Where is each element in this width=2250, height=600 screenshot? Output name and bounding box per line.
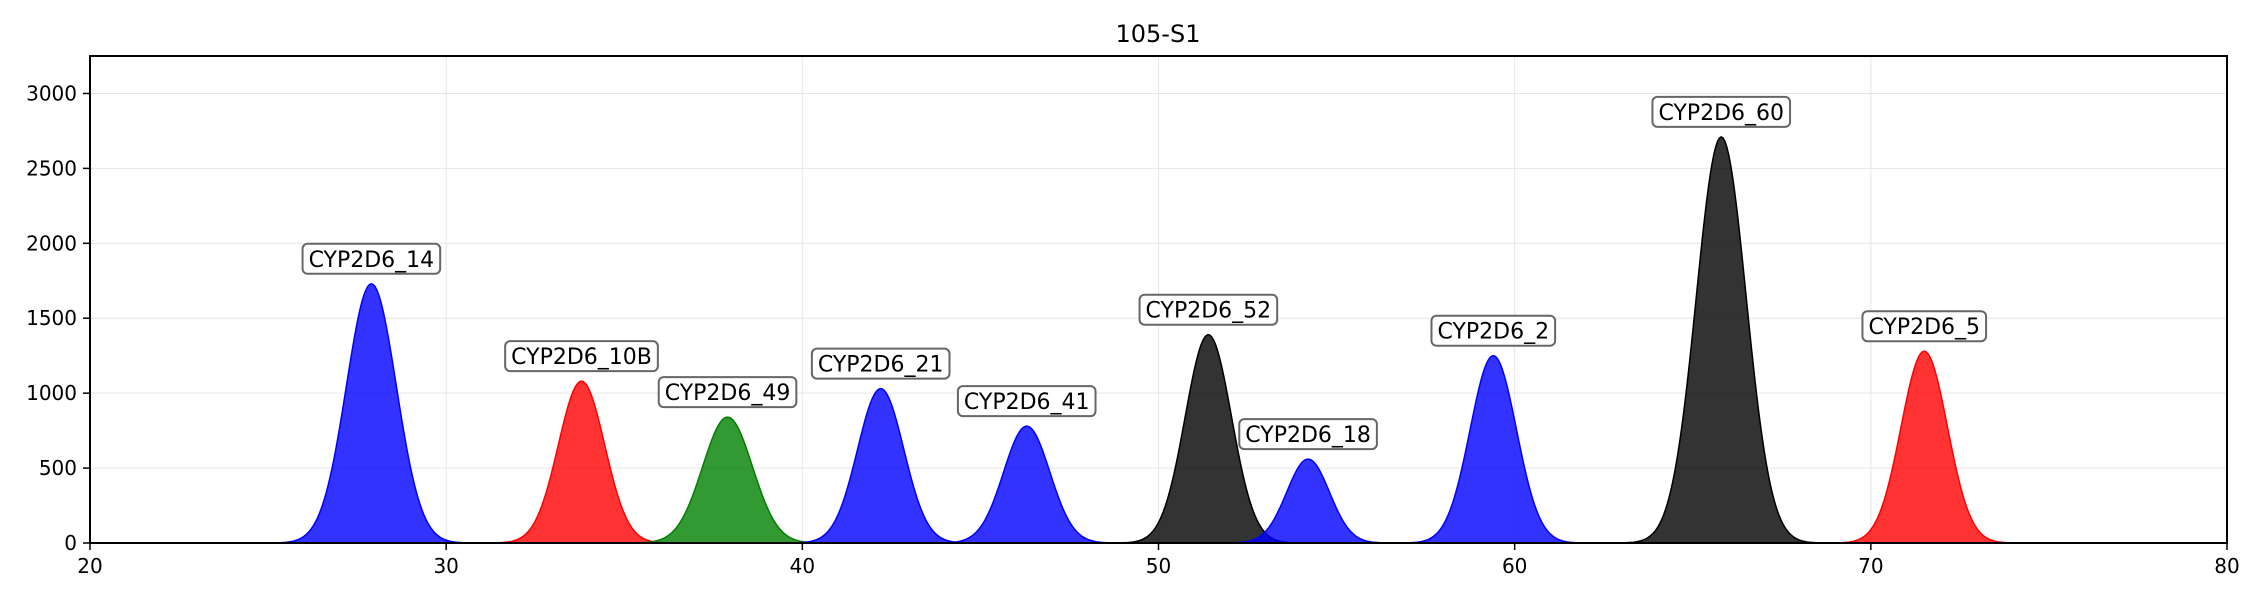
peak-label-text: CYP2D6_49 <box>665 381 791 406</box>
x-tick-label: 30 <box>433 554 458 578</box>
peak-label: CYP2D6_5 <box>1861 310 1988 343</box>
x-tick-label: 20 <box>77 554 102 578</box>
x-tick-label: 50 <box>1146 554 1171 578</box>
peak-label: CYP2D6_52 <box>1138 293 1279 326</box>
y-tick-label: 2500 <box>26 156 77 180</box>
y-tick-label: 500 <box>39 456 77 480</box>
peak-label-text: CYP2D6_21 <box>818 353 944 378</box>
peak-area <box>476 380 687 544</box>
peak-label: CYP2D6_21 <box>810 347 951 380</box>
peak-label-box <box>301 242 442 275</box>
peak-label-text: CYP2D6_60 <box>1658 101 1784 126</box>
peak-label: CYP2D6_18 <box>1238 418 1378 451</box>
peak-label-box <box>810 347 951 380</box>
peak-label-text: CYP2D6_2 <box>1437 320 1549 345</box>
peak-label-box <box>1651 95 1792 128</box>
peak-label-text: CYP2D6_18 <box>1245 423 1371 448</box>
x-tick-label: 70 <box>1858 554 1883 578</box>
peak-label-text: CYP2D6_14 <box>309 248 435 273</box>
peak-area <box>1819 350 2030 544</box>
peak-areas <box>258 136 2030 544</box>
peak-label: CYP2D6_60 <box>1651 95 1792 128</box>
peak-area <box>922 425 1131 544</box>
peak-label: CYP2D6_10B <box>504 340 659 373</box>
y-tick-label: 1500 <box>26 306 77 330</box>
chart-title: 105-S1 <box>1116 20 1201 48</box>
y-tick-label: 0 <box>64 531 77 555</box>
peak-label-text: CYP2D6_10B <box>511 345 652 370</box>
peak-area <box>614 416 841 544</box>
peak-label-box <box>1861 310 1988 343</box>
peak-area <box>1608 136 1835 544</box>
peak-area <box>775 387 986 544</box>
peak-label: CYP2D6_2 <box>1430 314 1557 347</box>
peak-label-box <box>1238 418 1378 451</box>
peak-label-text: CYP2D6_52 <box>1146 299 1272 324</box>
peak-label: CYP2D6_14 <box>301 242 442 275</box>
x-tick-label: 80 <box>2214 554 2239 578</box>
peak-label-box <box>1430 314 1557 347</box>
peak-label: CYP2D6_49 <box>657 376 798 409</box>
peak-area <box>1388 354 1599 544</box>
y-tick-label: 1000 <box>26 381 77 405</box>
y-tick-label: 3000 <box>26 81 77 105</box>
y-tick-label: 2000 <box>26 231 77 255</box>
grid-lines <box>90 56 2227 543</box>
peak-label-box <box>1138 293 1279 326</box>
peak-label-box <box>657 376 798 409</box>
peak-label: CYP2D6_41 <box>956 385 1097 418</box>
peak-area <box>258 282 485 544</box>
x-tick-label: 60 <box>1502 554 1527 578</box>
peak-label-box <box>956 385 1097 418</box>
peak-label-text: CYP2D6_5 <box>1868 315 1980 340</box>
peak-label-text: CYP2D6_41 <box>964 390 1090 415</box>
axes: 20 30 40 50 60 70 80 0 500 1000 1500 2000 2500 3000 <box>26 81 2240 578</box>
peak-label-box <box>504 340 659 373</box>
peak-labels: CYP2D6_14 CYP2D6_10B CYP2D6_49 CYP2D6_21 CYP… <box>301 95 1988 451</box>
x-tick-label: 40 <box>790 554 815 578</box>
